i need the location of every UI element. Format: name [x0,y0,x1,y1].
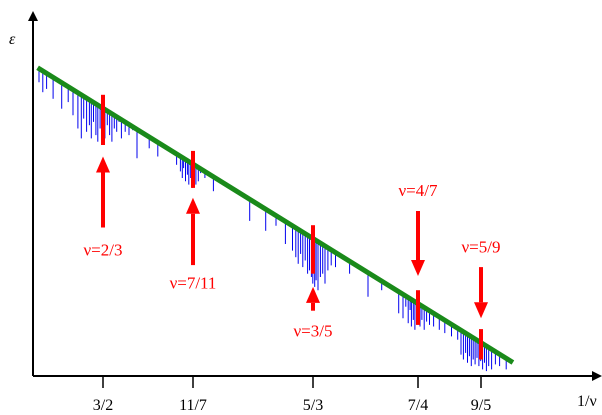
y-axis-label: ε [9,31,16,48]
axes [28,11,602,381]
series [36,65,515,365]
x-tick-label: 5/3 [303,397,323,414]
marker-bars [101,94,483,360]
x-ticks: 3/2 11/7 5/3 7/4 9/5 [93,376,491,414]
marker-arrow-head [306,286,320,303]
x-axis-label: 1/ν [577,393,597,410]
marker-arrow-head [96,156,110,173]
x-tick-label: 11/7 [179,397,207,414]
marker-arrow-head [411,260,425,276]
marker-arrows [96,156,488,319]
marker-label: ν=5/9 [462,237,501,256]
x-tick-label: 3/2 [93,397,113,414]
marker-label: ν=2/3 [84,241,123,260]
series-line [36,65,515,365]
x-tick-label: 7/4 [408,397,428,414]
marker-label: ν=3/5 [294,321,333,340]
marker-label: ν=4/7 [399,181,438,200]
marker-arrow-head [474,302,488,319]
marker-arrow-head [186,197,200,214]
x-tick-label: 9/5 [471,397,491,414]
marker-labels: ν=2/3 ν=7/11 ν=3/5 ν=4/7 ν=5/9 [84,181,501,340]
marker-label: ν=7/11 [170,274,217,293]
